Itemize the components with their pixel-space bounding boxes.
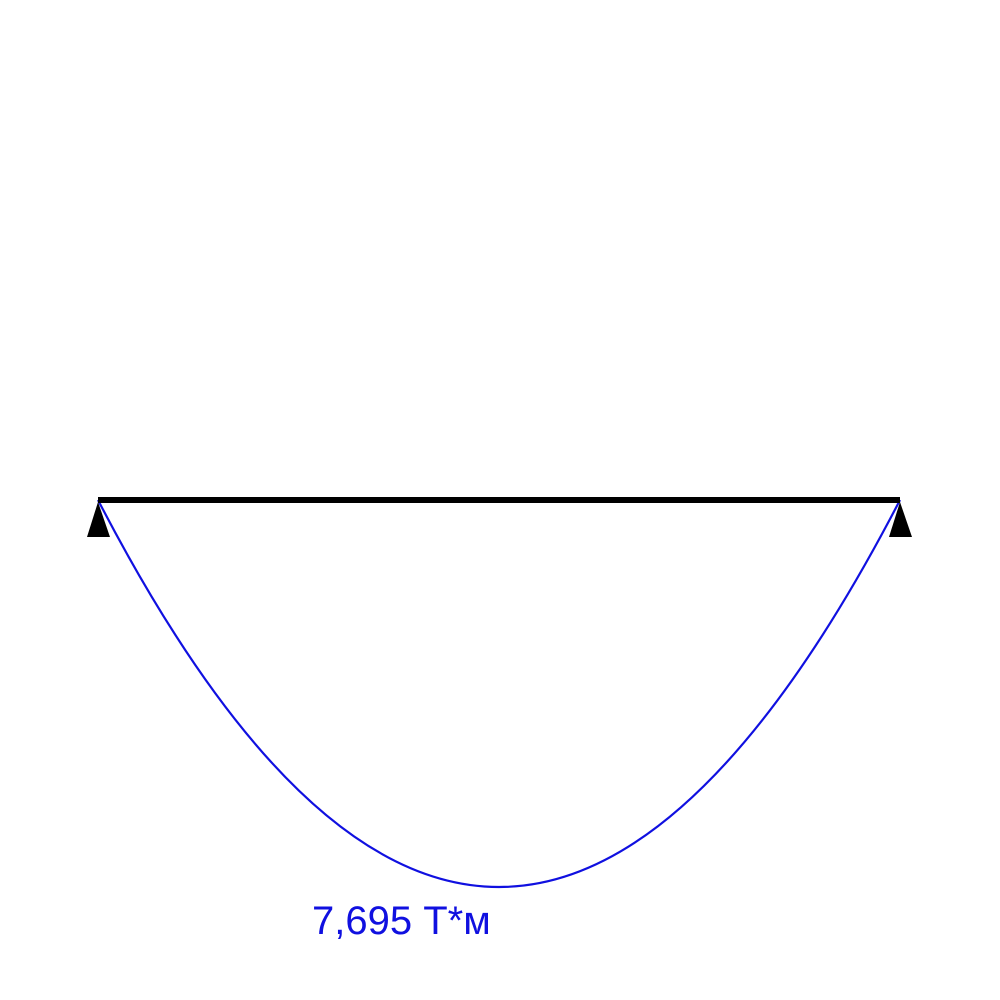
right-support	[889, 502, 912, 537]
moment-curve	[97, 499, 901, 889]
moment-label: 7,695 Т*м	[312, 899, 491, 943]
left-support	[87, 502, 110, 537]
